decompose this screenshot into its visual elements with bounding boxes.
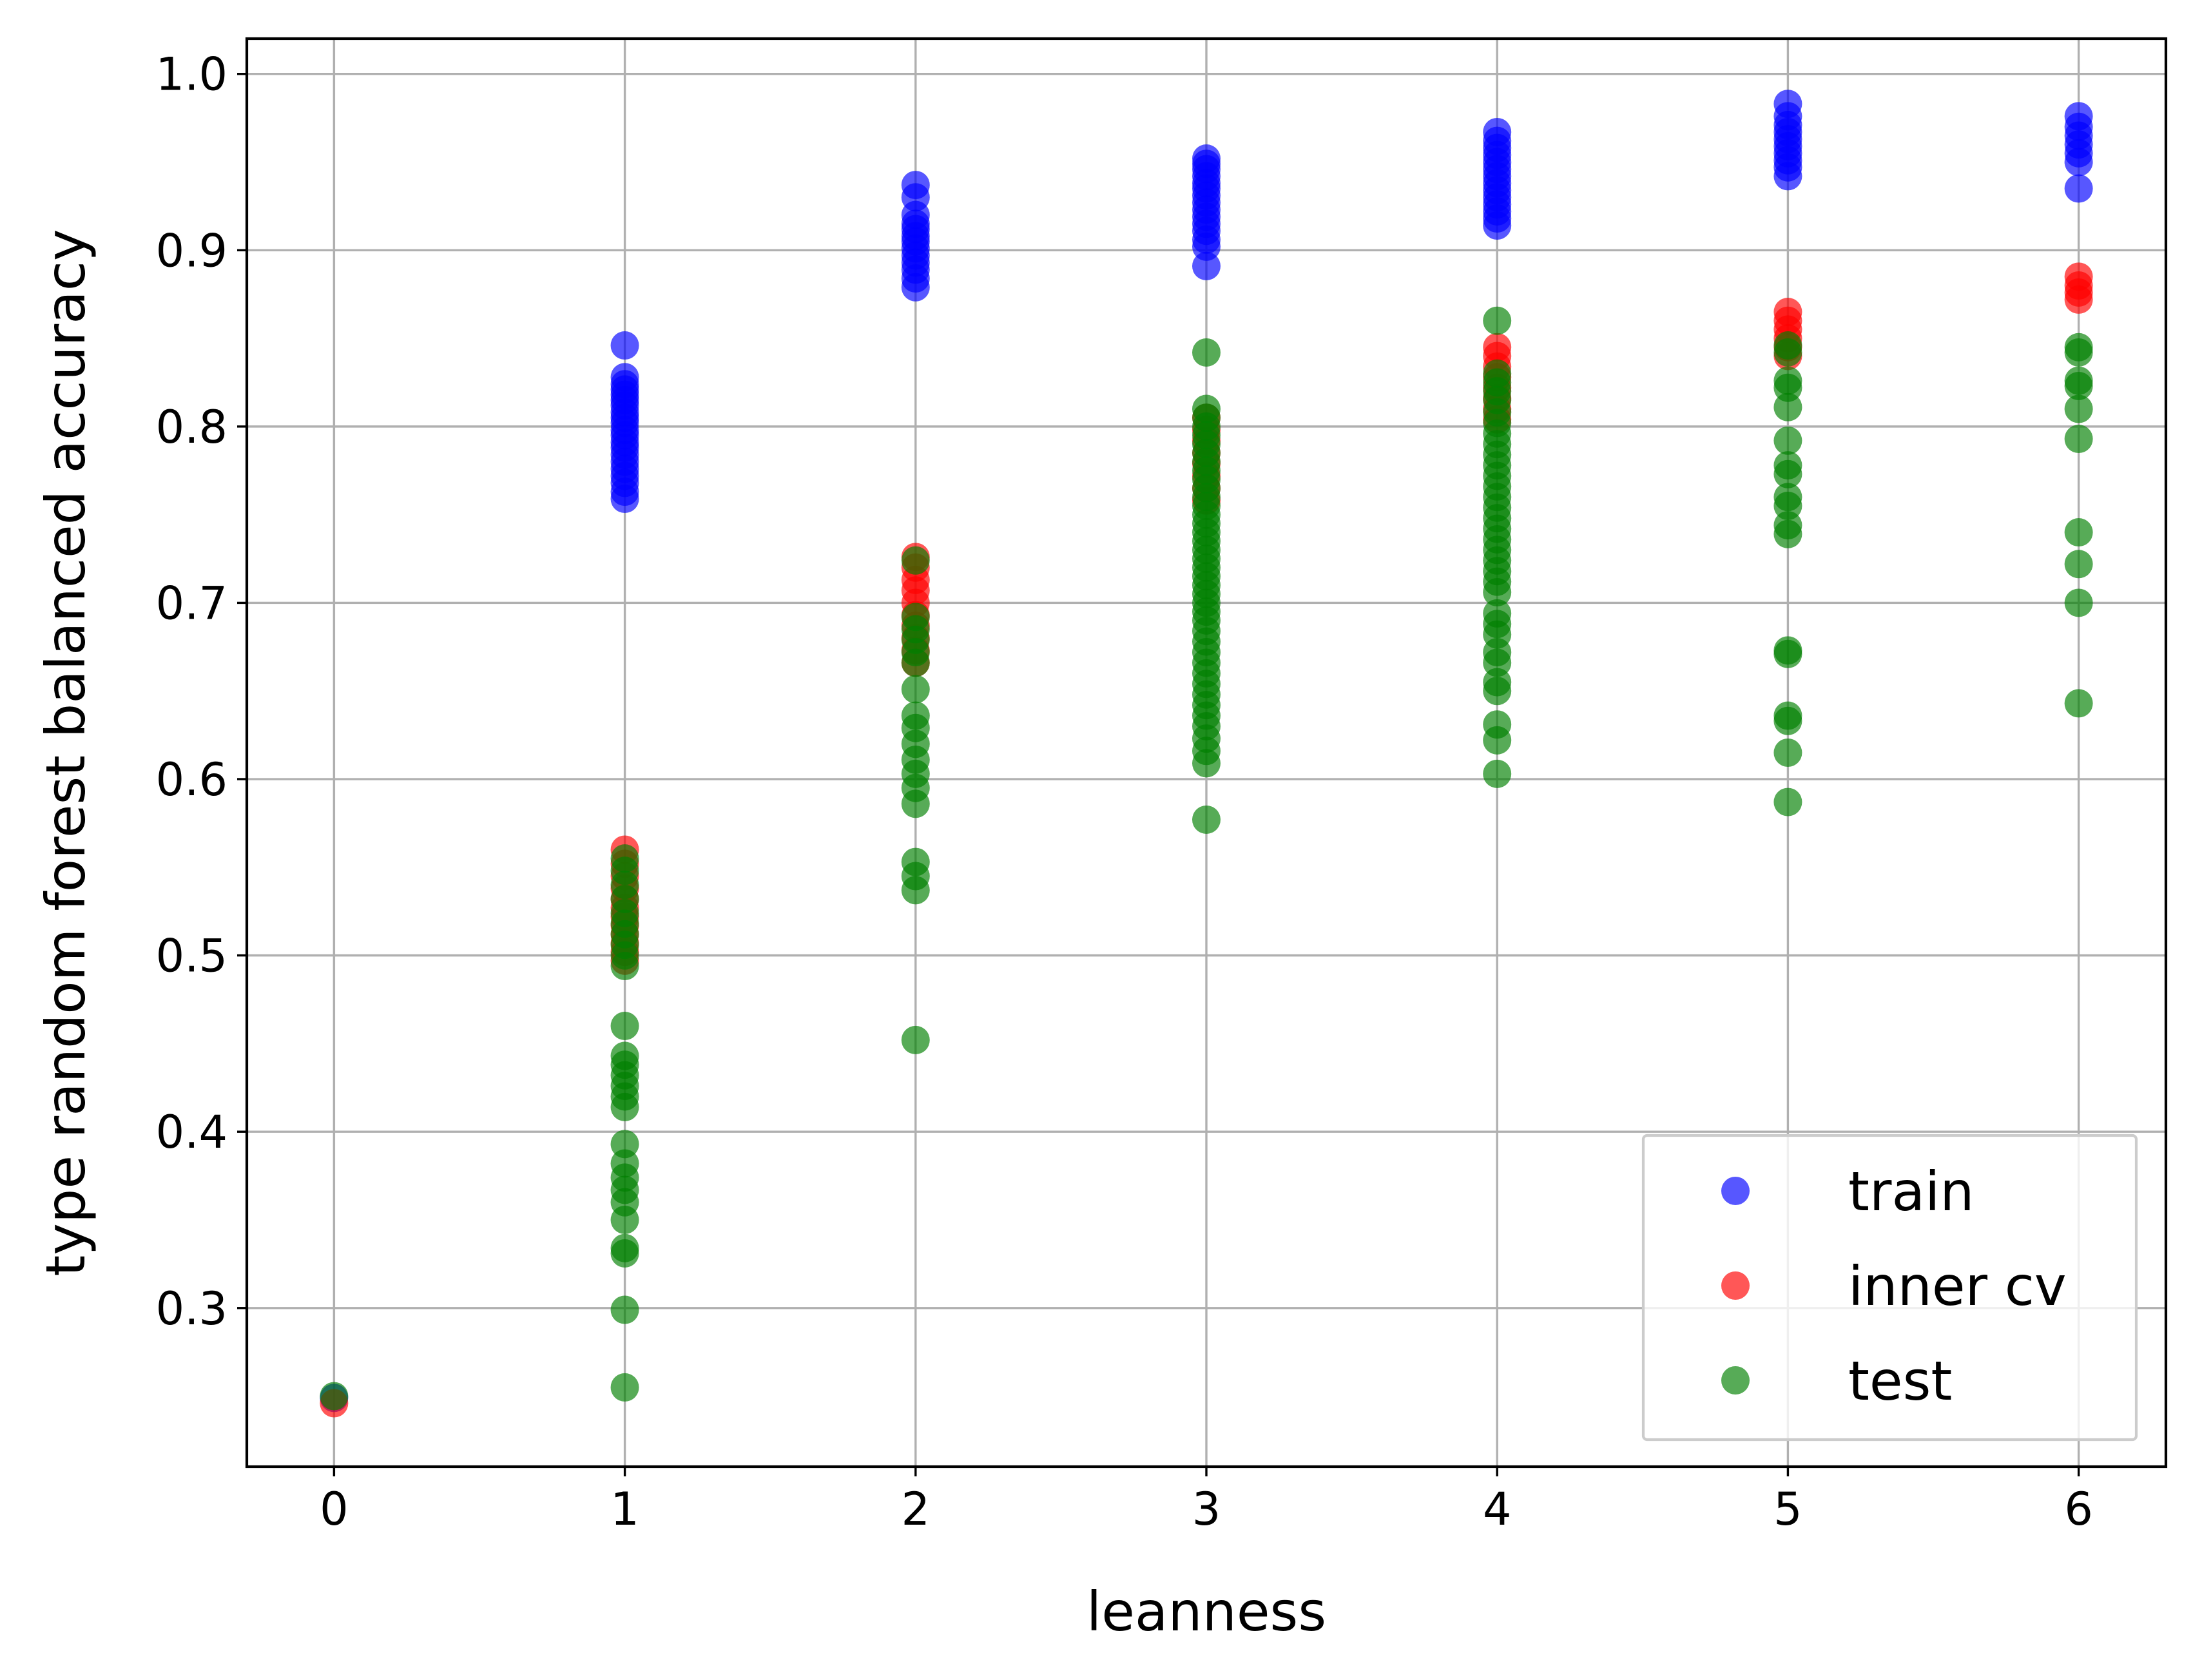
data-point bbox=[1773, 491, 1802, 520]
data-point bbox=[1773, 373, 1802, 402]
data-point bbox=[1483, 211, 1512, 240]
data-point bbox=[1483, 677, 1512, 706]
y-tick-label: 0.7 bbox=[156, 577, 227, 630]
data-point bbox=[610, 1295, 639, 1324]
data-point bbox=[2064, 371, 2093, 400]
series-1-points bbox=[320, 90, 2093, 1413]
data-point bbox=[610, 1012, 639, 1041]
data-point bbox=[610, 485, 639, 514]
legend: train inner cv test bbox=[1641, 1134, 2138, 1442]
y-tick-label: 0.8 bbox=[156, 401, 227, 454]
data-point bbox=[901, 675, 930, 704]
data-point bbox=[2064, 174, 2093, 203]
axis-ticks: 0 1 2 3 4 5 6 0.3 0.4 0.5 0.6 0.7 0.8 0.9 1.0 bbox=[156, 48, 2093, 1536]
y-tick-label: 0.6 bbox=[156, 753, 227, 806]
legend-label: train bbox=[1848, 1160, 1975, 1223]
series-3-points bbox=[320, 306, 2093, 1411]
data-point bbox=[901, 876, 930, 905]
data-point bbox=[320, 1382, 349, 1411]
legend-box bbox=[1641, 1134, 2138, 1442]
data-points bbox=[320, 90, 2093, 1418]
legend-marker bbox=[1721, 1366, 1750, 1395]
data-point bbox=[2064, 338, 2093, 367]
data-point bbox=[901, 789, 930, 818]
y-tick-label: 1.0 bbox=[156, 48, 227, 101]
data-point bbox=[1483, 759, 1512, 788]
data-point bbox=[2064, 550, 2093, 579]
data-point bbox=[901, 648, 930, 677]
x-tick-label: 4 bbox=[1483, 1483, 1512, 1536]
y-tick-label: 0.9 bbox=[156, 224, 227, 277]
data-point bbox=[1773, 162, 1802, 191]
data-point bbox=[1483, 648, 1512, 677]
data-point bbox=[610, 331, 639, 360]
data-point bbox=[610, 1205, 639, 1234]
x-tick-label: 3 bbox=[1192, 1483, 1221, 1536]
legend-marker bbox=[1721, 1177, 1750, 1205]
data-point bbox=[1773, 787, 1802, 816]
y-axis-label: type random forest balanced accuracy bbox=[34, 229, 97, 1276]
data-point bbox=[1773, 639, 1802, 668]
data-point bbox=[2064, 518, 2093, 547]
y-tick-label: 0.4 bbox=[156, 1106, 227, 1159]
data-point bbox=[610, 1092, 639, 1121]
data-point bbox=[1192, 232, 1221, 261]
data-point bbox=[901, 273, 930, 302]
x-tick-label: 1 bbox=[610, 1483, 639, 1536]
data-point bbox=[1483, 726, 1512, 755]
data-point bbox=[1192, 251, 1221, 280]
legend-label: inner cv bbox=[1848, 1255, 2067, 1318]
data-point bbox=[610, 1130, 639, 1159]
data-point bbox=[1773, 392, 1802, 421]
data-point bbox=[1773, 519, 1802, 548]
data-point bbox=[1773, 706, 1802, 735]
x-tick-label: 5 bbox=[1773, 1483, 1802, 1536]
data-point bbox=[610, 1239, 639, 1268]
data-point bbox=[1192, 338, 1221, 367]
x-tick-label: 2 bbox=[902, 1483, 931, 1536]
data-point bbox=[2064, 689, 2093, 718]
data-point bbox=[2064, 394, 2093, 423]
x-tick-label: 6 bbox=[2064, 1483, 2093, 1536]
x-axis-label: leanness bbox=[1087, 1580, 1326, 1643]
x-tick-label: 0 bbox=[320, 1483, 349, 1536]
data-point bbox=[2064, 285, 2093, 314]
y-tick-label: 0.5 bbox=[156, 930, 227, 983]
data-point bbox=[610, 952, 639, 981]
data-point bbox=[1773, 739, 1802, 767]
data-point bbox=[1192, 805, 1221, 834]
data-point bbox=[1773, 426, 1802, 455]
data-point bbox=[2064, 588, 2093, 617]
data-point bbox=[610, 1373, 639, 1402]
data-point bbox=[2064, 148, 2093, 177]
legend-label: test bbox=[1848, 1349, 1952, 1413]
data-point bbox=[1483, 578, 1512, 607]
legend-marker bbox=[1721, 1271, 1750, 1300]
data-point bbox=[1192, 749, 1221, 778]
data-point bbox=[901, 546, 930, 575]
data-point bbox=[1773, 338, 1802, 367]
data-point bbox=[1773, 459, 1802, 488]
data-point bbox=[901, 1025, 930, 1054]
data-point bbox=[1483, 306, 1512, 335]
y-tick-label: 0.3 bbox=[156, 1282, 227, 1335]
legend-entries: train inner cv test bbox=[1721, 1160, 2067, 1413]
data-point bbox=[2064, 425, 2093, 454]
